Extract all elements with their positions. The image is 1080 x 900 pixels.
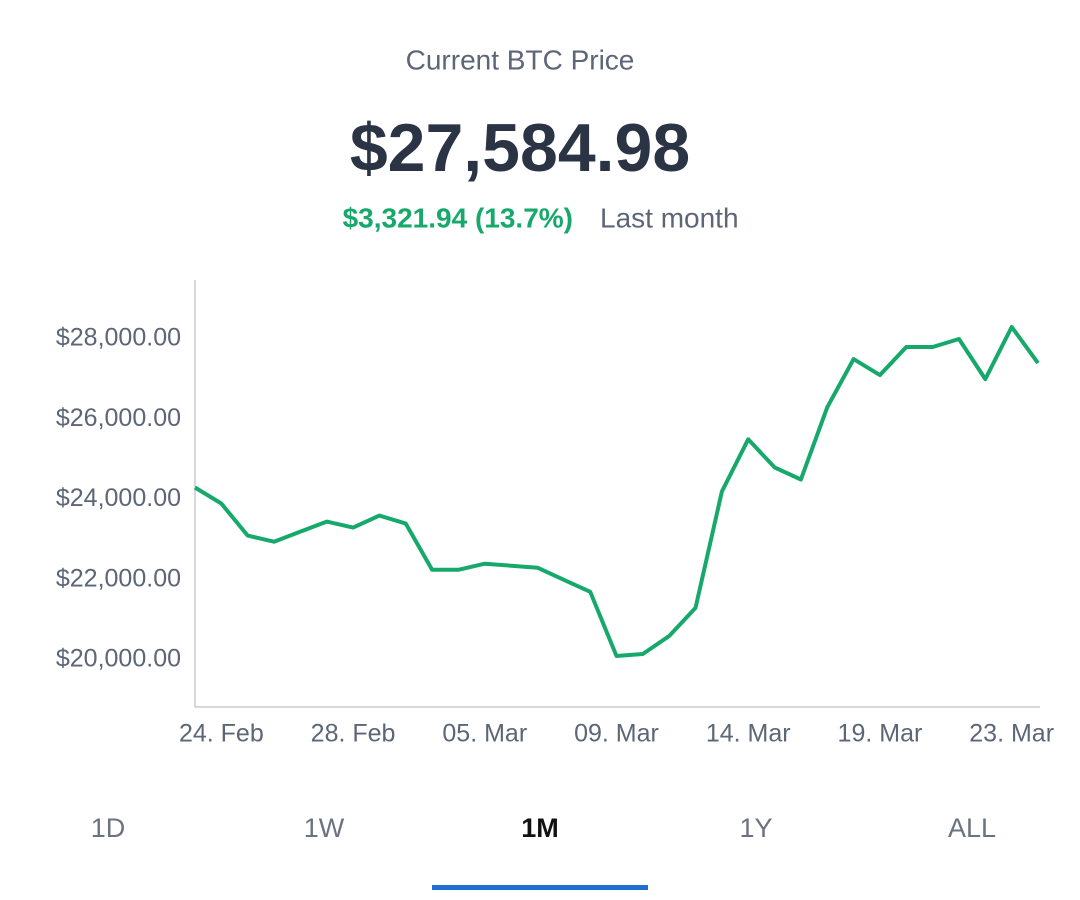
price-line: [193, 325, 1040, 658]
y-tick-label: $26,000.00: [56, 404, 181, 432]
x-tick-label: 14. Mar: [706, 720, 791, 748]
x-tick-label: 28. Feb: [311, 720, 396, 748]
y-tick-label: $22,000.00: [56, 564, 181, 592]
title: Current BTC Price: [406, 44, 635, 75]
change: $3,321.94 (13.7%): [343, 202, 573, 233]
tab[interactable]: ALL: [948, 813, 996, 843]
tab[interactable]: 1Y: [739, 813, 772, 843]
y-tick-label: $20,000.00: [56, 645, 181, 673]
y-tick-label: $24,000.00: [56, 484, 181, 512]
tab[interactable]: 1M: [521, 813, 559, 843]
x-tick-label: 05. Mar: [442, 720, 527, 748]
x-tick-label: 09. Mar: [574, 720, 659, 748]
tab[interactable]: 1D: [91, 813, 126, 843]
x-tick-label: 19. Mar: [838, 720, 923, 748]
tab-indicator: [432, 885, 648, 890]
tab[interactable]: 1W: [304, 813, 345, 843]
x-tick-label: 24. Feb: [179, 720, 264, 748]
price: $27,584.98: [350, 110, 690, 186]
x-tick-label: 23. Mar: [969, 720, 1054, 748]
period: Last month: [600, 202, 739, 233]
y-tick-label: $28,000.00: [56, 324, 181, 352]
